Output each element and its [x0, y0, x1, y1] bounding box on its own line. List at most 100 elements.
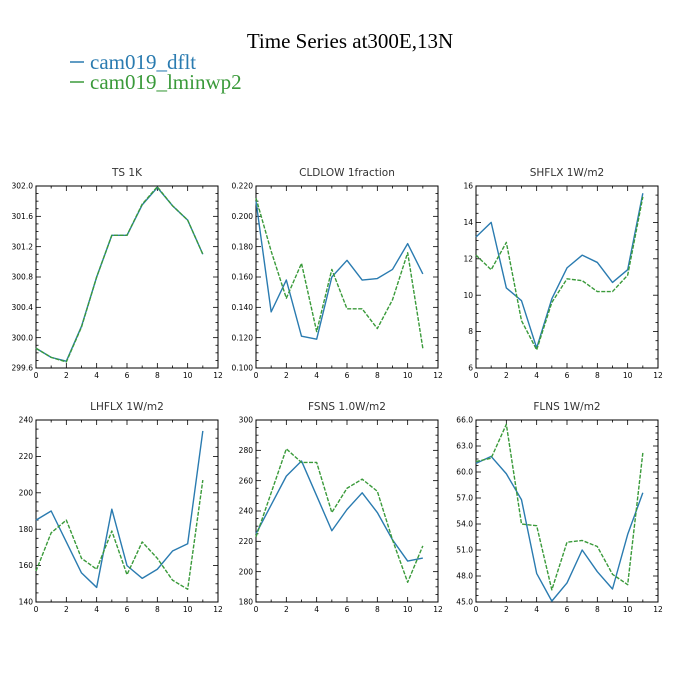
y-tick-label: 300.0 — [12, 333, 34, 342]
panel-title: FSNS 1.0W/m2 — [308, 401, 386, 413]
x-tick-label: 12 — [433, 371, 443, 380]
y-tick-label: 240 — [239, 507, 254, 516]
x-tick-label: 6 — [125, 371, 130, 380]
y-tick-label: 0.180 — [232, 242, 254, 251]
x-tick-label: 10 — [623, 371, 633, 380]
y-tick-label: 12 — [463, 254, 473, 263]
x-tick-label: 12 — [653, 371, 663, 380]
legend-label-lminwp2: cam019_lminwp2 — [90, 70, 242, 94]
x-tick-label: 0 — [34, 605, 39, 614]
y-tick-label: 51.0 — [456, 546, 473, 555]
x-tick-label: 10 — [183, 371, 193, 380]
x-tick-label: 2 — [504, 605, 509, 614]
y-tick-label: 180 — [239, 598, 254, 607]
plot-frame — [475, 419, 659, 603]
y-tick-label: 302.0 — [12, 182, 34, 191]
x-tick-label: 8 — [375, 371, 380, 380]
chart-panel-3: SHFLX 1W/m2 0 2 4 6 8 10 12 6 8 10 12 14 16 — [463, 167, 663, 380]
series-line-dflt — [475, 455, 644, 602]
y-tick-label: 57.0 — [456, 494, 473, 503]
y-tick-label: 60.0 — [456, 468, 473, 477]
x-tick-label: 2 — [284, 371, 289, 380]
y-tick-label: 240 — [19, 416, 34, 425]
x-tick-label: 0 — [474, 371, 479, 380]
chart-panel-5: FSNS 1.0W/m2 0 2 4 6 8 10 12 180 200 220 240 260 280 3… — [239, 401, 443, 614]
x-tick-label: 0 — [474, 605, 479, 614]
x-tick-label: 10 — [403, 605, 413, 614]
x-tick-label: 8 — [155, 605, 160, 614]
y-tick-label: 6 — [468, 364, 473, 373]
series-line-lminwp2 — [255, 448, 424, 583]
x-tick-label: 8 — [155, 371, 160, 380]
series-line-dflt — [255, 460, 423, 562]
panel-title: FLNS 1W/m2 — [533, 401, 600, 413]
y-tick-label: 260 — [239, 476, 254, 485]
y-tick-label: 200 — [19, 488, 34, 497]
y-tick-label: 63.0 — [456, 442, 473, 451]
x-tick-label: 12 — [213, 605, 223, 614]
y-tick-label: 0.140 — [232, 303, 254, 312]
panel-title: TS 1K — [111, 167, 143, 179]
y-tick-label: 45.0 — [456, 598, 473, 607]
y-tick-label: 160 — [19, 561, 34, 570]
plot-frame — [255, 419, 439, 603]
panel-title: CLDLOW 1fraction — [299, 167, 395, 179]
y-tick-label: 301.6 — [12, 212, 34, 221]
x-tick-label: 12 — [653, 605, 663, 614]
x-tick-label: 6 — [345, 605, 350, 614]
series-line-lminwp2 — [475, 196, 644, 351]
x-tick-label: 2 — [504, 371, 509, 380]
y-tick-label: 0.100 — [232, 364, 254, 373]
x-tick-label: 6 — [125, 605, 130, 614]
x-tick-label: 6 — [565, 371, 570, 380]
y-tick-label: 0.220 — [232, 182, 254, 191]
y-tick-label: 200 — [239, 567, 254, 576]
x-tick-label: 4 — [534, 371, 539, 380]
y-tick-label: 0.200 — [232, 212, 254, 221]
y-tick-label: 300.8 — [12, 273, 34, 282]
y-tick-label: 66.0 — [456, 416, 473, 425]
legend: cam019_dflt cam019_lminwp2 — [70, 50, 242, 94]
series-line-lminwp2 — [35, 186, 204, 363]
plot-frame — [35, 419, 219, 603]
chart-panel-6: FLNS 1W/m2 0 2 4 6 8 10 12 45.0 48.0 51.0 54.0 57.0 6… — [456, 401, 663, 614]
y-tick-label: 0.120 — [232, 333, 254, 342]
y-tick-label: 16 — [463, 182, 473, 191]
x-tick-label: 6 — [565, 605, 570, 614]
x-tick-label: 12 — [433, 605, 443, 614]
figure-title: Time Series at300E,13N — [247, 29, 453, 53]
y-tick-label: 300.4 — [12, 303, 34, 312]
legend-entry-lminwp2: cam019_lminwp2 — [70, 70, 242, 94]
y-tick-label: 300 — [239, 416, 254, 425]
y-tick-label: 220 — [19, 452, 34, 461]
series-line-lminwp2 — [255, 197, 424, 349]
chart-panel-1: TS 1K 0 2 4 6 8 10 12 299.6 300.0 300.4 300.8 301.2 3… — [12, 167, 223, 380]
y-tick-label: 280 — [239, 446, 254, 455]
chart-panel-2: CLDLOW 1fraction 0 2 4 6 8 10 12 0.100 0.120 0.140… — [232, 167, 443, 380]
x-tick-label: 4 — [94, 371, 99, 380]
x-tick-label: 4 — [94, 605, 99, 614]
x-tick-label: 6 — [345, 371, 350, 380]
panel-title: SHFLX 1W/m2 — [530, 167, 605, 179]
y-tick-label: 180 — [19, 525, 34, 534]
x-tick-label: 4 — [534, 605, 539, 614]
series-line-dflt — [35, 186, 204, 362]
panels: TS 1K 0 2 4 6 8 10 12 299.6 300.0 300.4 300.8 301.2 3… — [12, 167, 663, 614]
x-tick-label: 0 — [254, 371, 259, 380]
legend-entry-dflt: cam019_dflt — [70, 50, 196, 74]
series-line-dflt — [475, 193, 644, 349]
x-tick-label: 4 — [314, 371, 319, 380]
x-tick-label: 0 — [34, 371, 39, 380]
y-tick-label: 54.0 — [456, 520, 473, 529]
x-tick-label: 12 — [213, 371, 223, 380]
x-tick-label: 8 — [375, 605, 380, 614]
x-tick-label: 10 — [403, 371, 413, 380]
series-line-dflt — [35, 430, 204, 589]
y-tick-label: 0.160 — [232, 273, 254, 282]
y-tick-label: 10 — [463, 291, 473, 300]
y-tick-label: 48.0 — [456, 572, 473, 581]
x-tick-label: 4 — [314, 605, 319, 614]
y-tick-label: 8 — [468, 327, 473, 336]
series-line-lminwp2 — [35, 479, 204, 590]
